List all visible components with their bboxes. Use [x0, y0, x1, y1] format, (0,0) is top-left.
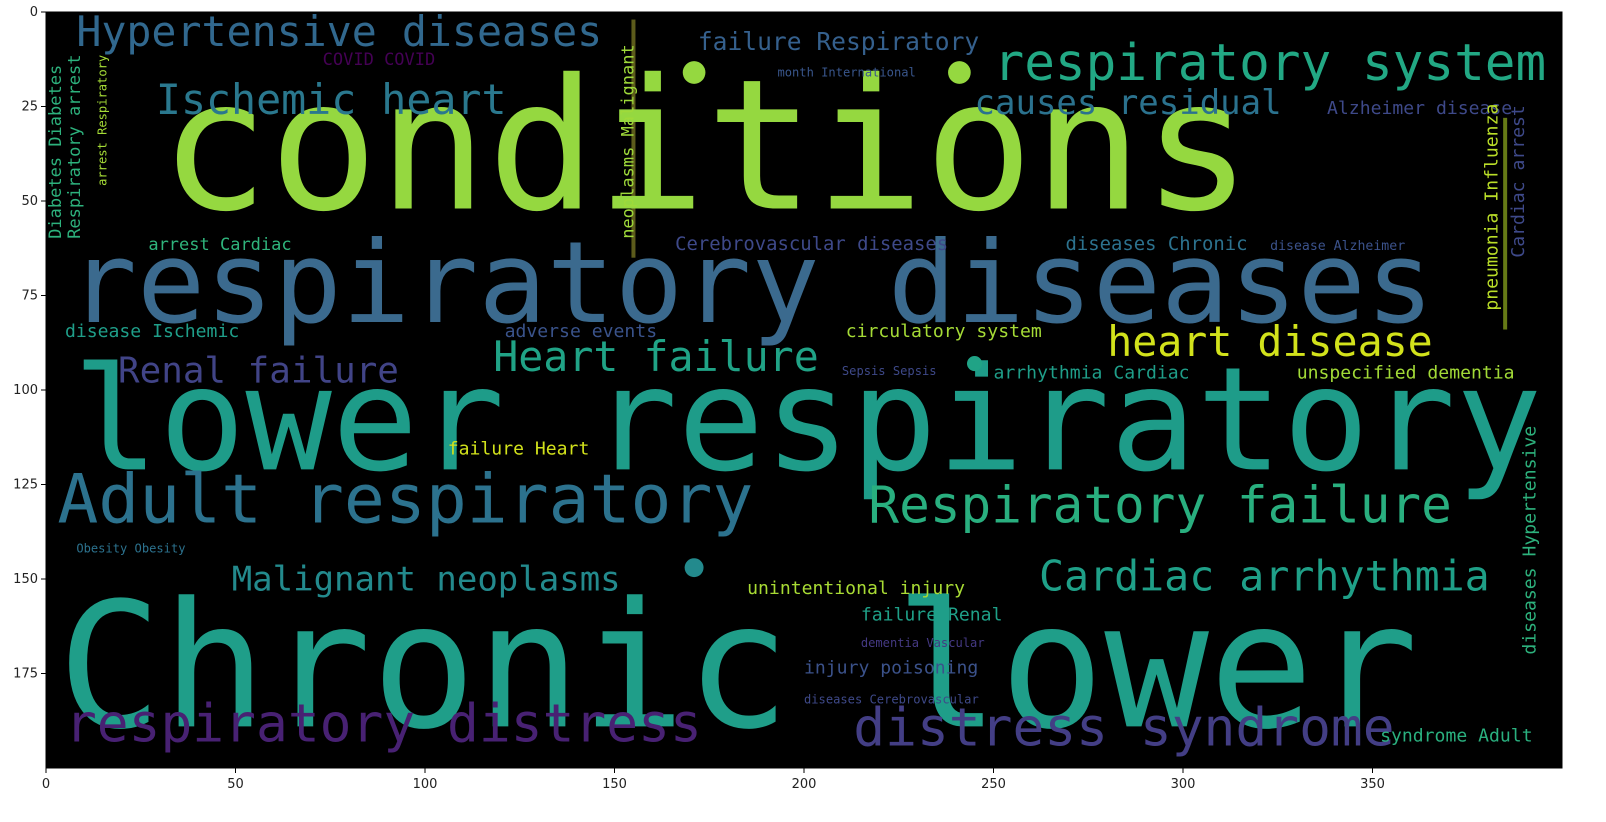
y-tick-label-0: 0 — [30, 5, 38, 20]
word-2: lower respiratory — [73, 336, 1543, 503]
word-9: COVID COVID — [323, 50, 436, 70]
x-tick-label-0: 0 — [42, 777, 50, 792]
word-23: diseases Chronic — [1066, 233, 1248, 255]
y-tick-label-1: 25 — [21, 100, 38, 115]
y-axis: 0 25 50 75 100 125 150 175 — [13, 5, 46, 682]
word-12: Heart failure — [493, 332, 819, 381]
word-37: diseases Cerebrovascular — [804, 693, 979, 707]
word-11: Alzheimer disease — [1327, 98, 1512, 119]
word-24: disease Alzheimer — [1270, 239, 1405, 254]
y-tick-label-4: 100 — [13, 383, 38, 398]
word-39: Diabetes Diabetes — [46, 65, 66, 239]
x-tick-label-7: 350 — [1360, 777, 1385, 792]
x-tick-label-1: 50 — [227, 777, 244, 792]
x-tick-label-5: 250 — [981, 777, 1006, 792]
word-35: dementia Vascular — [861, 636, 985, 650]
y-tick-label-5: 125 — [13, 478, 38, 493]
word-8: failure Respiratory — [698, 27, 979, 56]
word-22: Cerebrovascular diseases — [675, 233, 948, 255]
word-15: Adult respiratory — [57, 460, 753, 539]
y-tick-label-2: 50 — [21, 194, 38, 209]
word-1: respiratory diseases — [69, 217, 1434, 349]
word-25: disease Ischemic — [65, 321, 239, 342]
word-5: Hypertensive diseases — [76, 7, 602, 56]
word-28: Sepsis Sepsis — [842, 364, 937, 378]
word-21: arrest Cardiac — [148, 235, 291, 255]
word-7: causes residual — [975, 83, 1282, 123]
x-tick-label-3: 150 — [602, 777, 627, 792]
dot-mark-2 — [966, 355, 983, 372]
dot-mark-3 — [684, 558, 704, 578]
word-18: Cardiac arrhythmia — [1039, 551, 1490, 600]
word-16: Respiratory failure — [868, 476, 1451, 535]
x-tick-label-6: 300 — [1171, 777, 1196, 792]
word-14: Renal failure — [118, 350, 399, 391]
word-30: unspecified dementia — [1297, 363, 1515, 384]
dot-mark-0 — [682, 61, 706, 84]
word-19: respiratory distress — [65, 694, 702, 755]
word-41: arrest Respiratory — [96, 55, 110, 186]
word-34: failure Renal — [861, 605, 1003, 626]
vertical-bar-0 — [631, 19, 636, 258]
word-29: arrhythmia Cardiac — [994, 363, 1190, 384]
word-10: month International — [777, 65, 915, 79]
word-45: diseases Hypertensive — [1519, 426, 1540, 655]
word-40: Respiratory arrest — [65, 55, 85, 239]
word-17: Malignant neoplasms — [232, 559, 621, 599]
x-tick-label-4: 200 — [792, 777, 817, 792]
x-tick-label-2: 100 — [413, 777, 438, 792]
word-38: syndrome Adult — [1380, 726, 1533, 747]
word-26: adverse events — [505, 321, 658, 342]
word-20: distress syndrome — [853, 697, 1394, 758]
y-tick-label-3: 75 — [21, 289, 38, 304]
word-31: failure Heart — [448, 438, 590, 459]
x-axis: 0 50 100 150 200 250 300 350 — [42, 768, 1385, 792]
word-42: neoplasms Malignant — [618, 44, 638, 238]
dot-mark-1 — [948, 61, 971, 84]
y-tick-label-7: 175 — [13, 667, 38, 682]
word-32: Obesity Obesity — [76, 542, 185, 556]
word-43: pneumonia Influenza — [1482, 104, 1503, 311]
word-44: Cardiac arrest — [1508, 105, 1529, 258]
word-3: Chronic lower — [57, 566, 1418, 768]
y-tick-label-6: 150 — [13, 572, 38, 587]
plot-background — [46, 12, 1562, 768]
word-6: Ischemic heart — [156, 75, 507, 124]
word-0: conditions — [160, 41, 1252, 252]
vertical-bar-1 — [1503, 117, 1508, 330]
word-13: heart disease — [1107, 317, 1433, 366]
word-27: circulatory system — [846, 321, 1042, 342]
word-4: respiratory system — [994, 34, 1547, 93]
word-36: injury poisoning — [804, 658, 978, 679]
word-33: unintentional injury — [747, 578, 965, 599]
